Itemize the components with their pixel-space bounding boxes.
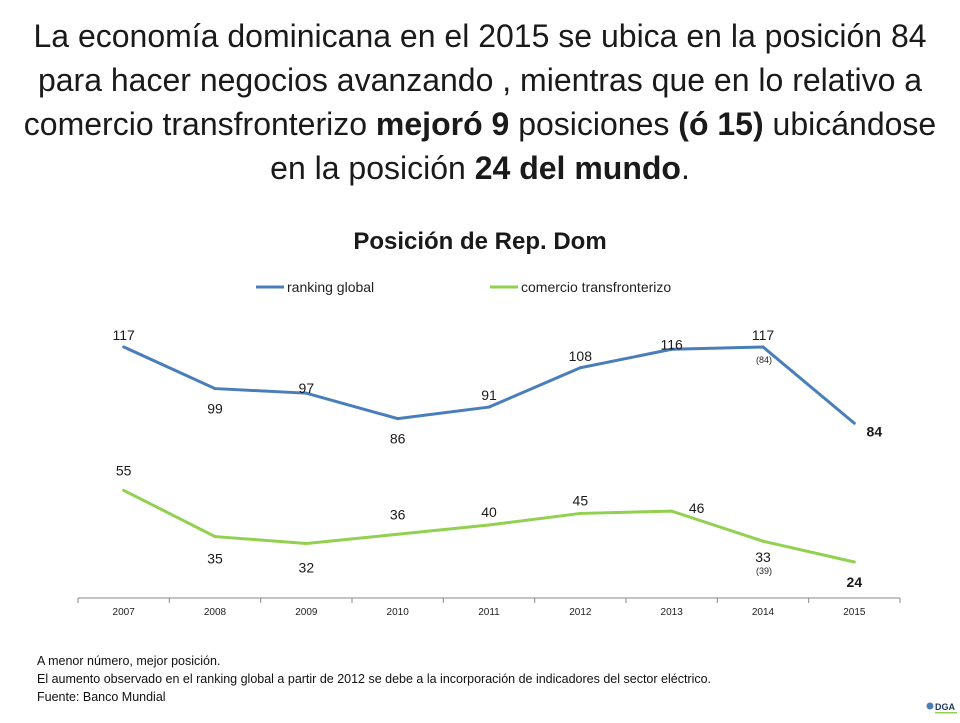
data-label: 36 [390,506,406,522]
data-point [670,509,674,513]
data-point [578,511,582,515]
footnote-1: A menor número, mejor posición. [37,654,221,668]
data-point [304,391,308,395]
headline-part-2: posiciones [509,106,679,142]
annotation-label: (39) [756,566,772,576]
data-point [213,387,217,391]
footnotes: A menor número, mejor posición. El aumen… [37,652,711,706]
series-line-0 [123,345,856,425]
x-tick-label: 2014 [752,607,775,618]
data-point [852,421,856,425]
data-label: 117 [752,327,775,343]
data-point [670,347,674,351]
x-tick-label: 2013 [661,607,684,618]
data-label: 91 [481,387,497,403]
data-label: 116 [661,336,684,352]
x-tick-label: 2007 [113,607,136,618]
data-point [213,535,217,539]
data-point [122,345,126,349]
data-label: 46 [689,500,705,516]
x-tick-label: 2010 [387,607,410,618]
headline: La economía dominicana en el 2015 se ubi… [20,14,940,190]
data-point [122,488,126,492]
headline-part-3: ubicándose en la posición [270,106,937,186]
footnote-source: Fuente: Banco Mundial [37,690,166,704]
data-label: 24 [847,574,863,590]
data-label: 55 [116,462,132,478]
headline-part-1: La economía dominicana en el 2015 se ubi… [23,18,927,142]
x-tick-label: 2012 [569,607,592,618]
data-point [852,560,856,564]
data-label: 99 [207,401,223,417]
data-label: 86 [390,431,406,447]
dga-logo: DGA [926,700,958,718]
headline-bold-3: 24 del mundo [474,150,681,186]
data-label: 40 [481,504,497,520]
data-label: 117 [113,327,136,343]
legend-label: ranking global [287,279,374,295]
headline-bold-1: mejoró 9 [375,106,510,142]
data-point [761,345,765,349]
annotation-label: (84) [756,355,772,365]
data-label: 97 [299,380,315,396]
data-point [304,542,308,545]
data-label: 33 [755,549,771,565]
headline-part-4: . [680,150,690,186]
data-point [396,532,400,536]
data-point [761,539,765,543]
data-point [578,366,582,370]
data-point [487,523,491,527]
x-tick-label: 2011 [478,607,500,618]
headline-bold-2: (ó 15) [678,106,764,142]
data-label: 35 [207,551,223,567]
data-label: 32 [299,560,315,576]
x-tick-label: 2015 [843,607,866,618]
data-label: 45 [573,492,589,508]
footnote-2: El aumento observado en el ranking globa… [37,672,712,686]
chart-title: Posición de Rep. Dom [353,228,607,255]
logo-text: DGA [935,702,956,712]
x-tick-label: 2009 [295,607,318,618]
legend-label: comercio transfronterizo [521,279,671,295]
data-label: 108 [569,348,593,364]
x-tick-label: 2008 [204,607,227,618]
data-point [396,417,400,421]
data-label: 84 [867,423,883,439]
data-point [487,405,491,409]
